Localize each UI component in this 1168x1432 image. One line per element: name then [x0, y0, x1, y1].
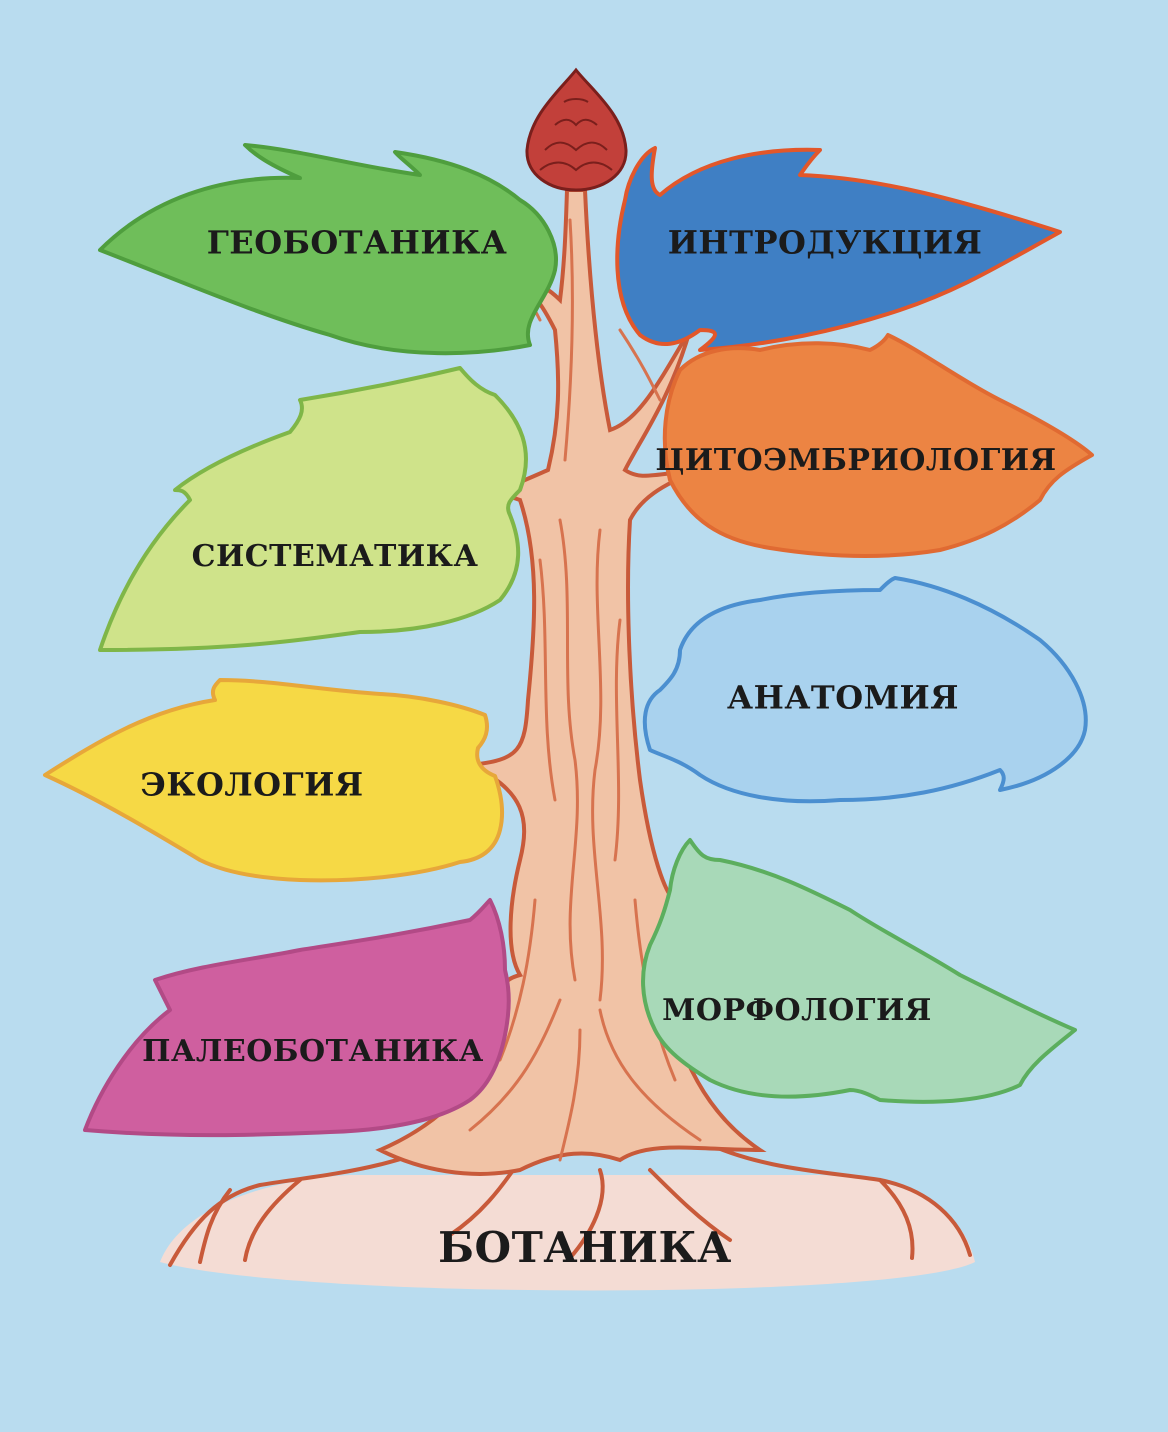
- leaf-sistematika: СИСТЕМАТИКА: [98, 366, 528, 652]
- leaf-shape-geobotanika: [98, 143, 558, 356]
- leaf-label-ekologiya: ЭКОЛОГИЯ: [140, 766, 363, 804]
- leaf-introduktsiya: ИНТРОДУКЦИЯ: [615, 146, 1062, 352]
- root-label: БОТАНИКА: [438, 1223, 732, 1272]
- leaf-label-introduktsiya: ИНТРОДУКЦИЯ: [668, 224, 983, 262]
- bud-shape: [525, 67, 628, 192]
- leaf-label-geobotanika: ГЕОБОТАНИКА: [207, 224, 508, 262]
- leaf-shape-morfologiya: [641, 838, 1077, 1104]
- leaf-tsitoembriologiya: ЦИТОЭМБРИОЛОГИЯ: [655, 333, 1094, 558]
- leaves-layer: ГЕОБОТАНИКА ИНТРОДУКЦИЯ СИСТЕМАТИКА ЦИТОЭМБ…: [43, 143, 1094, 1138]
- leaf-geobotanika: ГЕОБОТАНИКА: [98, 143, 558, 356]
- leaf-label-paleobotanika: ПАЛЕОБОТАНИКА: [142, 1034, 484, 1069]
- leaf-label-morfologiya: МОРФОЛОГИЯ: [662, 993, 932, 1028]
- leaf-shape-tsitoembriologiya: [662, 333, 1094, 558]
- leaf-label-sistematika: СИСТЕМАТИКА: [192, 539, 479, 574]
- leaf-shape-paleobotanika: [83, 898, 511, 1138]
- leaf-label-anatomiya: АНАТОМИЯ: [727, 679, 959, 717]
- ground: [160, 1128, 975, 1291]
- leaf-anatomiya: АНАТОМИЯ: [642, 576, 1088, 804]
- leaf-label-tsitoembriologiya: ЦИТОЭМБРИОЛОГИЯ: [655, 443, 1056, 478]
- ground-mound: [160, 1175, 975, 1291]
- leaf-ekologiya: ЭКОЛОГИЯ: [43, 678, 505, 883]
- leaf-morfologiya: МОРФОЛОГИЯ: [641, 838, 1077, 1104]
- leaf-shape-ekologiya: [43, 678, 505, 883]
- leaf-paleobotanika: ПАЛЕОБОТАНИКА: [83, 898, 511, 1138]
- leaf-shape-anatomiya: [642, 576, 1088, 804]
- leaf-shape-sistematika: [98, 366, 528, 652]
- tree-bud: [525, 67, 628, 192]
- leaf-shape-introduktsiya: [615, 146, 1062, 352]
